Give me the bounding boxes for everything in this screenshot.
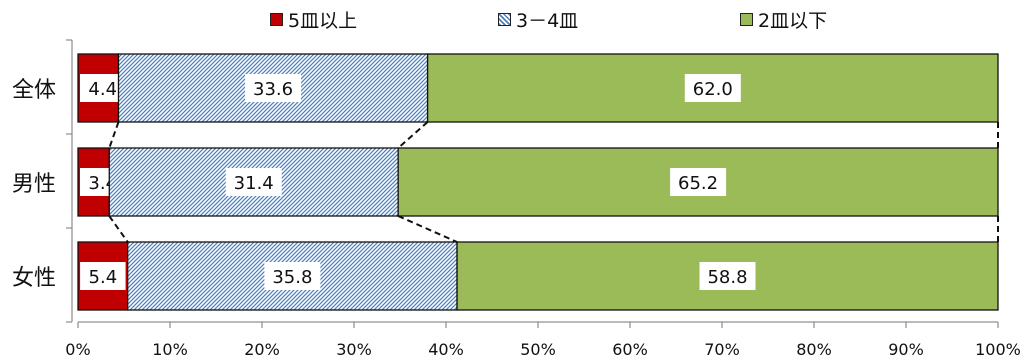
data-label-1-2: 65.2 [678,173,718,194]
series-line-0-0 [108,121,120,149]
x-tick-label-5: 50% [520,340,556,359]
series-line-0-1 [397,121,429,149]
data-label-0-1: 33.6 [253,79,293,100]
data-label-2-1: 35.8 [272,267,312,288]
series-line-1-0 [108,215,129,243]
data-label-bg-2-1 [264,262,321,290]
data-label-2-0: 5.4 [89,267,118,288]
legend-item-5-or-more: 5皿以上 [270,6,357,33]
legend-label-5-or-more: 5皿以上 [288,10,358,32]
series-line-1-1 [397,215,458,243]
legend-label-2-or-less: 2皿以下 [758,10,828,32]
data-label-bg-0-1 [245,74,302,102]
legend: 5皿以上 3－4皿 2皿以下 [0,6,1027,32]
y-label-0: 全体 [12,78,56,103]
x-tick-label-8: 80% [796,340,832,359]
x-tick-label-9: 90% [888,340,924,359]
data-label-bg-2-0 [80,262,126,290]
y-label-1: 男性 [12,172,56,197]
x-tick-label-0: 0% [65,340,90,359]
legend-swatch-5-or-more [270,13,283,26]
x-tick-label-10: 100% [975,340,1021,359]
y-label-2: 女性 [12,266,56,291]
data-label-bg-2-2 [699,262,756,290]
x-tick-label-7: 70% [704,340,740,359]
x-tick-label-4: 40% [428,340,464,359]
data-label-0-2: 62.0 [693,79,733,100]
x-tick-label-1: 10% [152,340,188,359]
legend-item-2-or-less: 2皿以下 [740,6,827,33]
data-label-1-1: 31.4 [234,173,274,194]
legend-swatch-3-4 [498,13,511,26]
x-tick-label-2: 20% [244,340,280,359]
data-label-bg-1-2 [670,168,727,196]
x-tick-label-6: 60% [612,340,648,359]
data-label-2-2: 58.8 [707,267,747,288]
data-label-bg-1-1 [225,168,282,196]
x-tick-label-3: 30% [336,340,372,359]
legend-label-3-4: 3－4皿 [516,10,579,32]
legend-item-3-4: 3－4皿 [498,6,578,33]
data-label-bg-0-2 [684,74,741,102]
legend-swatch-2-or-less [740,13,753,26]
data-label-0-0: 4.4 [88,79,117,100]
